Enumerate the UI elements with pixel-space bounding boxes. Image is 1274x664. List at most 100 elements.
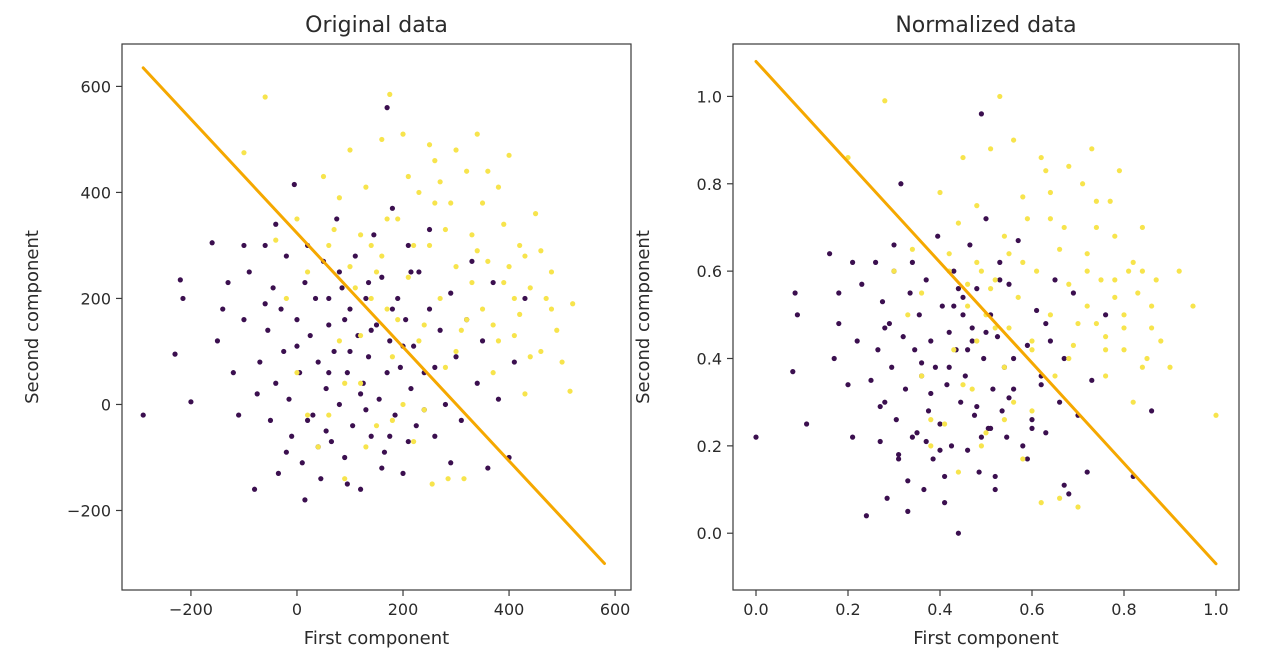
data-point-class-0 bbox=[900, 334, 906, 340]
data-point-class-0 bbox=[307, 332, 313, 339]
data-point-class-1 bbox=[448, 200, 454, 206]
data-point-class-1 bbox=[395, 216, 401, 222]
data-point-class-1 bbox=[429, 481, 435, 487]
data-point-class-1 bbox=[1061, 224, 1067, 231]
data-point-class-0 bbox=[955, 530, 962, 536]
data-point-class-0 bbox=[909, 434, 916, 440]
data-point-class-1 bbox=[974, 338, 980, 344]
data-point-class-0 bbox=[246, 269, 252, 275]
data-point-class-0 bbox=[334, 216, 340, 222]
data-point-class-1 bbox=[988, 286, 994, 292]
y-tick-label: 0.6 bbox=[697, 262, 722, 281]
data-point-class-0 bbox=[408, 269, 414, 275]
data-point-class-1 bbox=[1052, 373, 1058, 379]
data-point-class-1 bbox=[983, 430, 989, 436]
data-point-class-1 bbox=[928, 417, 934, 423]
data-point-class-0 bbox=[485, 465, 491, 471]
data-point-class-1 bbox=[942, 421, 948, 427]
data-point-class-1 bbox=[522, 391, 528, 397]
data-point-class-1 bbox=[960, 382, 966, 388]
x-tick-label: 600 bbox=[600, 600, 631, 619]
data-point-class-1 bbox=[1139, 224, 1145, 231]
data-point-class-0 bbox=[291, 181, 297, 188]
data-point-class-1 bbox=[1047, 216, 1053, 222]
data-point-class-1 bbox=[304, 412, 311, 418]
data-point-class-1 bbox=[511, 332, 517, 339]
data-point-class-0 bbox=[958, 399, 964, 405]
data-point-class-1 bbox=[373, 269, 380, 275]
data-point-class-1 bbox=[1130, 399, 1136, 405]
data-point-class-0 bbox=[336, 269, 342, 275]
data-point-class-0 bbox=[376, 396, 382, 402]
data-point-class-0 bbox=[1047, 338, 1053, 344]
data-point-class-0 bbox=[827, 251, 833, 257]
data-point-class-0 bbox=[426, 226, 433, 233]
data-point-class-0 bbox=[180, 295, 186, 302]
data-point-class-1 bbox=[978, 443, 985, 449]
data-point-class-0 bbox=[310, 412, 316, 418]
data-point-class-1 bbox=[527, 285, 533, 291]
data-point-class-0 bbox=[236, 412, 242, 418]
data-point-class-0 bbox=[286, 396, 292, 402]
data-point-class-0 bbox=[1070, 290, 1076, 296]
data-point-class-1 bbox=[352, 285, 358, 291]
scatter-points bbox=[140, 91, 576, 503]
plot-area-frame bbox=[121, 43, 632, 591]
data-point-class-1 bbox=[905, 312, 911, 318]
data-point-class-0 bbox=[352, 253, 358, 259]
data-point-class-0 bbox=[363, 407, 369, 413]
data-point-class-0 bbox=[368, 327, 374, 333]
data-point-class-1 bbox=[469, 232, 475, 238]
data-point-class-0 bbox=[1066, 491, 1072, 497]
data-point-class-1 bbox=[320, 173, 327, 180]
x-tick-label: −200 bbox=[169, 600, 213, 619]
data-point-class-0 bbox=[1034, 307, 1040, 314]
data-point-class-1 bbox=[273, 237, 279, 243]
data-point-class-0 bbox=[974, 403, 980, 410]
data-point-class-0 bbox=[907, 290, 913, 296]
data-point-class-0 bbox=[992, 473, 998, 480]
data-point-class-0 bbox=[350, 423, 356, 429]
data-point-class-0 bbox=[1052, 277, 1058, 283]
x-axis-label: First component bbox=[913, 628, 1058, 649]
data-point-class-0 bbox=[318, 476, 324, 482]
x-tick-label: 400 bbox=[494, 600, 525, 619]
data-point-class-0 bbox=[850, 434, 856, 440]
data-point-class-1 bbox=[965, 303, 971, 309]
data-point-class-1 bbox=[567, 388, 573, 394]
y-tick-label: 0.4 bbox=[697, 349, 722, 368]
data-point-class-0 bbox=[1004, 434, 1010, 440]
data-point-class-1 bbox=[363, 184, 369, 190]
data-point-class-0 bbox=[395, 295, 401, 302]
data-point-class-0 bbox=[753, 434, 759, 440]
data-point-class-0 bbox=[225, 279, 231, 286]
x-tick-label: 0.4 bbox=[927, 600, 952, 619]
data-point-class-1 bbox=[294, 216, 300, 222]
data-point-class-0 bbox=[220, 306, 226, 312]
data-point-class-0 bbox=[267, 417, 274, 423]
data-point-class-1 bbox=[1135, 290, 1141, 296]
x-tick-label: 200 bbox=[388, 600, 419, 619]
data-point-class-0 bbox=[919, 360, 925, 366]
y-tick-label: −200 bbox=[67, 501, 111, 520]
x-tick-label: 0.6 bbox=[1019, 600, 1044, 619]
data-point-class-1 bbox=[336, 195, 342, 201]
data-point-class-1 bbox=[1075, 320, 1081, 327]
data-point-class-1 bbox=[1153, 277, 1159, 283]
data-point-class-1 bbox=[1066, 163, 1072, 169]
data-point-class-1 bbox=[458, 327, 464, 333]
data-point-class-0 bbox=[302, 497, 308, 503]
data-point-class-1 bbox=[965, 281, 971, 287]
data-point-class-0 bbox=[365, 354, 372, 360]
data-point-class-0 bbox=[930, 456, 936, 462]
data-point-class-1 bbox=[421, 322, 427, 328]
data-point-class-1 bbox=[357, 380, 364, 386]
data-point-class-0 bbox=[389, 306, 396, 312]
data-point-class-1 bbox=[432, 158, 438, 164]
data-point-class-0 bbox=[371, 232, 377, 238]
data-point-class-0 bbox=[965, 447, 971, 453]
data-point-class-0 bbox=[960, 312, 966, 318]
subplot-2: Normalized data 0.0 0.2 0.4 0.6 0.8 1.0 0.0 0.2 0… bbox=[633, 13, 1240, 649]
data-point-class-0 bbox=[379, 274, 385, 280]
data-point-class-1 bbox=[1001, 233, 1008, 239]
